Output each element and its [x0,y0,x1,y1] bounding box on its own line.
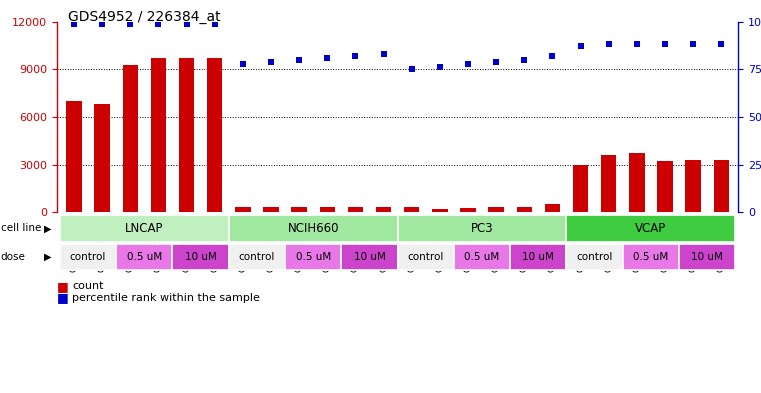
Text: 10 uM: 10 uM [354,252,385,262]
Text: control: control [70,252,107,262]
Bar [123,64,138,212]
Bar [573,165,588,212]
Bar [545,204,560,212]
Bar [432,209,447,212]
Bar [291,207,307,212]
Text: LNCAP: LNCAP [125,222,164,235]
Text: control: control [576,252,613,262]
Text: dose: dose [1,252,26,262]
Bar [235,208,250,212]
Bar [601,155,616,212]
Text: cell line: cell line [1,223,41,233]
Text: count: count [72,281,103,291]
Text: 0.5 uM: 0.5 uM [295,252,331,262]
Text: ▶: ▶ [44,223,52,233]
Bar [376,207,391,212]
Bar [348,208,363,212]
Text: ■: ■ [57,291,68,305]
Bar [320,207,335,212]
Bar [489,208,504,212]
Text: ▶: ▶ [44,252,52,262]
Bar [94,104,110,212]
Text: control: control [239,252,275,262]
Bar [629,153,645,212]
Text: 0.5 uM: 0.5 uM [633,252,669,262]
Text: VCAP: VCAP [635,222,667,235]
Text: 0.5 uM: 0.5 uM [126,252,162,262]
Bar [517,208,532,212]
Bar [714,160,729,212]
Text: 10 uM: 10 uM [691,252,723,262]
Bar [686,160,701,212]
Bar [263,207,279,212]
Text: NCIH660: NCIH660 [288,222,339,235]
Bar [207,58,222,212]
Text: GDS4952 / 226384_at: GDS4952 / 226384_at [68,10,221,24]
Text: PC3: PC3 [471,222,493,235]
Bar [179,58,194,212]
Bar [66,101,81,212]
Bar [658,162,673,212]
Text: control: control [408,252,444,262]
Text: 10 uM: 10 uM [185,252,217,262]
Text: 10 uM: 10 uM [522,252,554,262]
Text: 0.5 uM: 0.5 uM [464,252,500,262]
Bar [151,58,166,212]
Bar [404,207,419,212]
Text: ■: ■ [57,279,68,293]
Text: percentile rank within the sample: percentile rank within the sample [72,293,260,303]
Bar [460,208,476,212]
